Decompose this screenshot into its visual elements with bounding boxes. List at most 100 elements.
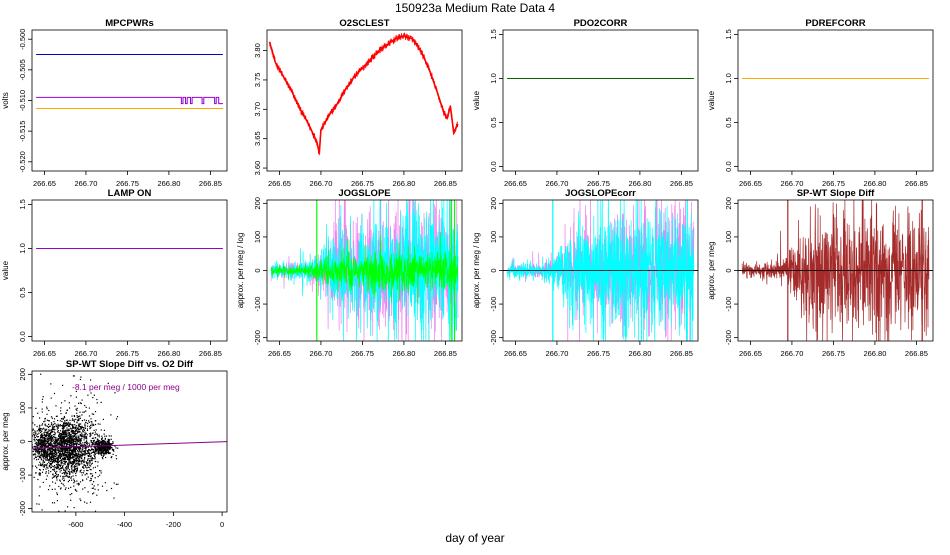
scatter-point: [68, 470, 70, 473]
scatter-point: [49, 452, 51, 454]
scatter-point: [40, 442, 42, 444]
scatter-point: [100, 454, 102, 456]
scatter-point: [63, 449, 65, 451]
scatter-point: [81, 474, 83, 476]
scatter-point: [61, 456, 63, 458]
scatter-point: [55, 415, 57, 417]
scatter-point: [91, 452, 93, 454]
scatter-point: [64, 424, 66, 426]
scatter-point: [62, 422, 65, 424]
scatter-point: [67, 466, 69, 468]
scatter-point: [100, 447, 102, 449]
scatter-point: [54, 438, 56, 440]
scatter-point: [35, 435, 38, 437]
scatter-point: [74, 432, 76, 435]
scatter-point: [106, 450, 108, 452]
scatter-point: [68, 453, 70, 455]
scatter-point: [105, 453, 107, 455]
scatter-point: [66, 439, 68, 441]
scatter-point: [97, 440, 99, 442]
scatter-point: [39, 444, 41, 446]
scatter-point: [29, 446, 30, 447]
scatter-point: [63, 453, 65, 455]
fit-line: [32, 441, 227, 449]
x-tick-label: 266.65: [33, 349, 56, 358]
y-tick-label: 0.0: [489, 161, 498, 171]
scatter-point: [47, 489, 50, 491]
scatter-point: [73, 459, 75, 461]
scatter-point: [58, 450, 60, 452]
scatter-point: [86, 467, 88, 469]
scatter-point: [56, 452, 58, 454]
scatter-point: [54, 432, 57, 434]
y-axis-label: value: [472, 90, 481, 110]
scatter-point: [93, 429, 95, 431]
panel-title: SP-WT Slope Diff vs. O2 Diff: [66, 359, 194, 370]
scatter-point: [85, 447, 87, 449]
scatter-point: [58, 457, 60, 459]
y-tick-label: 1.5: [724, 29, 733, 39]
scatter-point: [42, 454, 44, 456]
scatter-point: [95, 448, 97, 450]
scatter-point: [60, 440, 62, 442]
scatter-point: [92, 432, 94, 434]
y-tick-label: 100: [18, 402, 27, 415]
scatter-point: [65, 422, 67, 424]
scatter-point: [71, 465, 73, 467]
scatter-point: [50, 450, 52, 452]
scatter-point: [69, 457, 71, 459]
scatter-point: [39, 456, 41, 458]
scatter-point: [99, 440, 101, 442]
scatter-point: [94, 466, 96, 468]
scatter-point: [75, 458, 77, 460]
scatter-point: [37, 446, 39, 448]
scatter-point: [44, 454, 46, 456]
scatter-point: [46, 413, 48, 415]
scatter-point: [68, 458, 70, 460]
scatter-point: [104, 442, 106, 444]
scatter-point: [100, 451, 102, 453]
scatter-point: [68, 441, 70, 443]
scatter-point: [105, 451, 107, 453]
scatter-point: [69, 472, 71, 474]
scatter-point: [93, 454, 95, 456]
scatter-point: [100, 472, 102, 474]
scatter-point: [84, 404, 86, 407]
scatter-point: [91, 462, 93, 464]
scatter-point: [104, 448, 106, 451]
scatter-point: [44, 464, 46, 466]
scatter-point: [41, 440, 43, 442]
y-tick-label: 1.0: [724, 73, 733, 83]
scatter-point: [90, 478, 92, 480]
scatter-point: [108, 435, 110, 437]
scatter-point: [49, 447, 51, 449]
scatter-point: [62, 430, 64, 432]
scatter-point: [57, 465, 59, 467]
scatter-point: [74, 447, 77, 449]
scatter-point: [76, 440, 78, 442]
scatter-point: [38, 442, 40, 444]
scatter-point: [24, 446, 25, 447]
scatter-point: [77, 464, 79, 466]
scatter-point: [105, 446, 108, 448]
scatter-point: [57, 431, 59, 433]
scatter-point: [46, 435, 48, 437]
scatter-point: [62, 417, 64, 419]
scatter-point: [81, 427, 83, 429]
scatter-point: [51, 430, 53, 432]
scatter-point: [72, 452, 74, 454]
scatter-point: [64, 434, 66, 436]
scatter-point: [74, 455, 76, 457]
scatter-point: [85, 448, 87, 450]
scatter-point: [47, 432, 49, 434]
scatter-point: [94, 434, 96, 436]
scatter-point: [49, 433, 51, 436]
scatter-point: [71, 419, 73, 421]
scatter-point: [79, 441, 81, 443]
scatter-point: [37, 441, 39, 443]
scatter-point: [74, 440, 76, 443]
scatter-point: [57, 456, 59, 458]
scatter-point: [50, 455, 52, 457]
scatter-point: [41, 398, 44, 400]
scatter-point: [65, 433, 67, 436]
